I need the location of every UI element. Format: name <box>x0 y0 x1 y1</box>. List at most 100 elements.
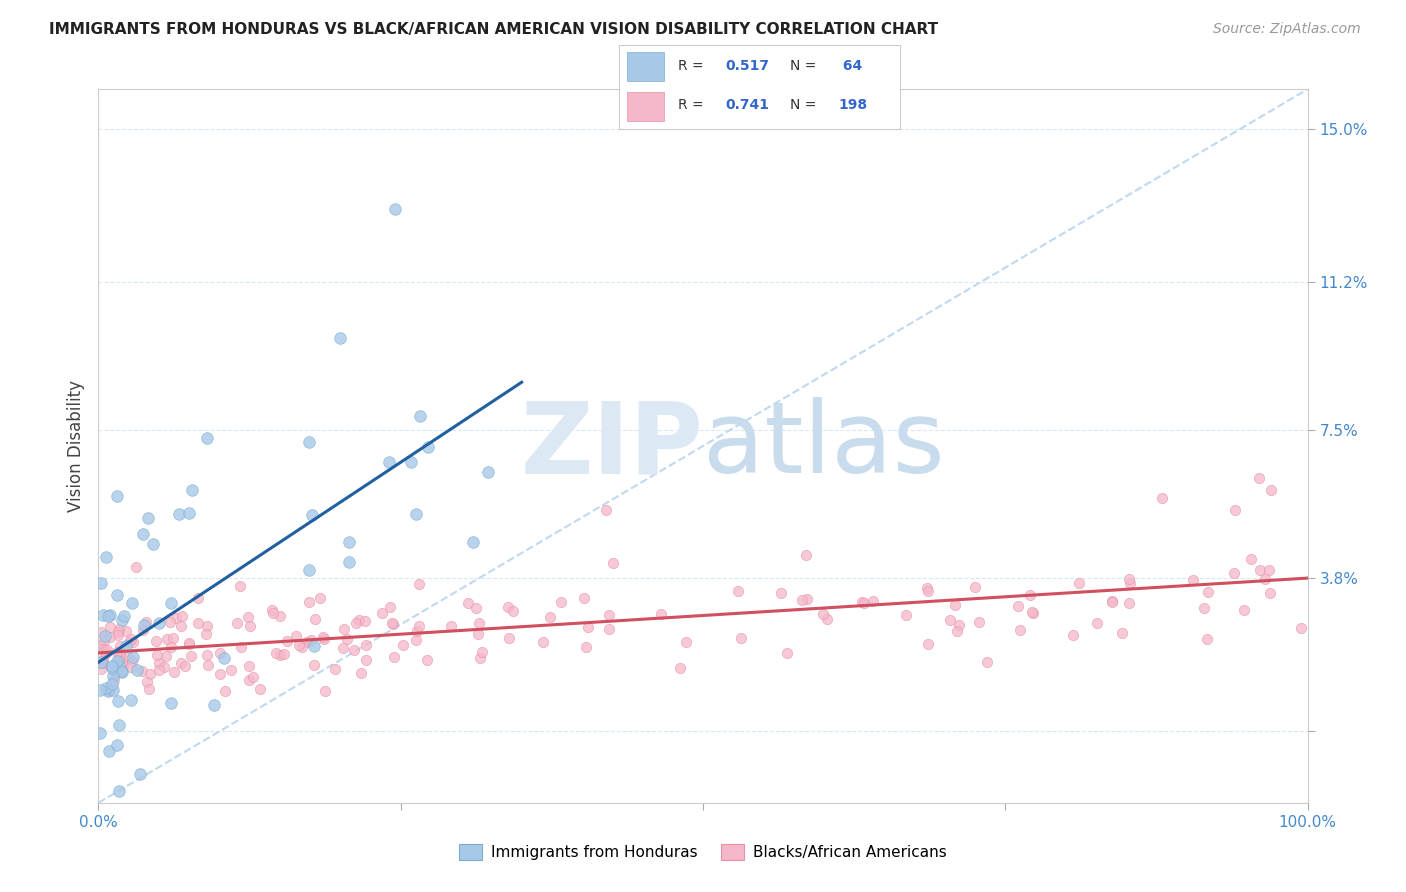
Point <box>406 624 429 638</box>
Point <box>91 656 114 670</box>
Point <box>852 596 875 610</box>
Point <box>97 743 120 757</box>
Point <box>298 595 321 609</box>
Point <box>120 693 142 707</box>
Point <box>1194 601 1216 615</box>
Point <box>228 579 250 593</box>
Text: R =: R = <box>678 98 707 112</box>
Point <box>122 634 145 648</box>
Point <box>94 646 117 660</box>
Point <box>90 625 112 640</box>
Point <box>468 615 491 630</box>
Point <box>89 683 111 698</box>
Point <box>187 591 209 605</box>
Point <box>1249 562 1271 576</box>
Point <box>107 624 129 639</box>
Point <box>105 653 128 667</box>
Point <box>98 608 121 623</box>
Text: 198: 198 <box>838 98 868 112</box>
Point <box>148 663 170 677</box>
Point <box>91 607 114 622</box>
Point <box>105 489 128 503</box>
Point <box>262 606 284 620</box>
Point <box>796 592 818 607</box>
Point <box>120 660 142 674</box>
Point <box>170 618 193 632</box>
Point <box>384 202 406 217</box>
Point <box>107 655 129 669</box>
Point <box>108 784 131 798</box>
Point <box>939 614 962 628</box>
Point <box>1101 595 1123 609</box>
Point <box>1254 572 1277 586</box>
Point <box>1197 585 1219 599</box>
Point <box>309 591 332 606</box>
Point <box>811 607 834 621</box>
Point <box>1260 483 1282 497</box>
Point <box>276 633 298 648</box>
Point <box>142 537 165 551</box>
Point <box>107 628 129 642</box>
Point <box>371 607 394 621</box>
Point <box>477 465 499 479</box>
Point <box>111 665 134 679</box>
Point <box>120 632 142 647</box>
Point <box>112 608 135 623</box>
Point <box>100 661 122 675</box>
Point <box>381 616 404 631</box>
Point <box>538 609 561 624</box>
Point <box>1240 551 1263 566</box>
Point <box>467 627 489 641</box>
Point <box>103 673 125 688</box>
Point <box>1062 628 1084 642</box>
Point <box>97 684 120 698</box>
Point <box>229 640 252 655</box>
Point <box>1008 623 1031 637</box>
Text: R =: R = <box>678 59 707 73</box>
Point <box>943 598 966 612</box>
Point <box>1118 572 1140 586</box>
Point <box>285 629 308 643</box>
Point <box>195 619 218 633</box>
Point <box>382 650 405 665</box>
Point <box>1233 603 1256 617</box>
Point <box>145 634 167 648</box>
Point <box>125 559 148 574</box>
Point <box>105 666 128 681</box>
Point <box>945 624 967 638</box>
Point <box>170 656 193 670</box>
Point <box>202 698 225 713</box>
Point <box>1258 585 1281 599</box>
Point <box>121 650 143 665</box>
Point <box>172 608 194 623</box>
Point <box>195 648 218 662</box>
Point <box>416 440 439 454</box>
Point <box>1007 599 1029 613</box>
Point <box>851 595 873 609</box>
Point <box>177 506 200 520</box>
Point <box>794 549 817 563</box>
Point <box>730 631 752 645</box>
Point <box>239 619 262 633</box>
Point <box>792 592 814 607</box>
Point <box>169 507 191 521</box>
Point <box>155 649 177 664</box>
Point <box>153 659 176 673</box>
Point <box>93 642 115 657</box>
Point <box>135 615 157 629</box>
Point <box>401 455 423 469</box>
Point <box>295 635 318 649</box>
Point <box>93 645 115 659</box>
Point <box>269 648 291 662</box>
Point <box>93 634 115 648</box>
Point <box>96 642 118 657</box>
Point <box>89 726 111 740</box>
Point <box>917 583 939 598</box>
Point <box>136 675 159 690</box>
Text: N =: N = <box>790 59 821 73</box>
Point <box>94 681 117 695</box>
Point <box>675 635 697 649</box>
Point <box>1222 566 1244 581</box>
Point <box>299 632 322 647</box>
Text: atlas: atlas <box>703 398 945 494</box>
